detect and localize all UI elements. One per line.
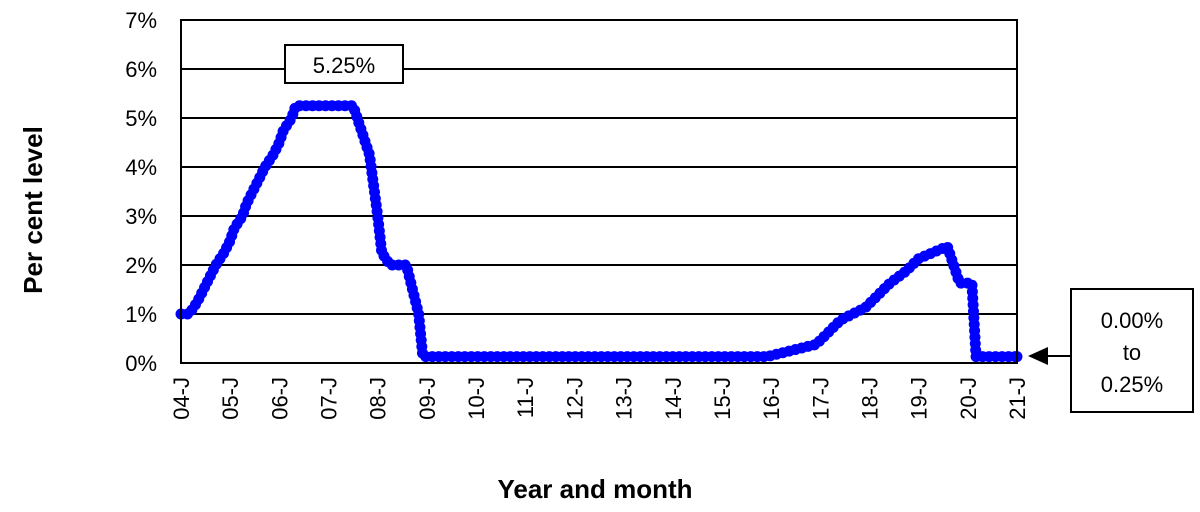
x-tick-label: 19-J [907, 377, 932, 420]
x-tick-label: 09-J [415, 377, 440, 420]
range-annotation-box [1070, 288, 1194, 413]
y-tick-label: 7% [125, 8, 157, 33]
x-tick-label: 18-J [857, 377, 882, 420]
y-tick-label: 3% [125, 204, 157, 229]
y-axis-ticks: 0% 1% 2% 3% 4% 5% 6% 7% [125, 8, 157, 376]
y-tick-label: 2% [125, 253, 157, 278]
range-annotation-line-1: 0.00% [1101, 308, 1163, 333]
x-tick-label: 16-J [759, 377, 784, 420]
y-tick-label: 0% [125, 351, 157, 376]
series-line [181, 104, 1017, 358]
x-tick-label: 14-J [661, 377, 686, 420]
range-annotation: 0.00% to 0.25% [1028, 288, 1194, 413]
peak-annotation-text: 5.25% [313, 53, 375, 78]
range-annotation-line-3: 0.25% [1101, 372, 1163, 397]
y-tick-label: 5% [125, 106, 157, 131]
x-tick-label: 08-J [366, 377, 391, 420]
x-tick-label: 05-J [218, 377, 243, 420]
x-axis-ticks: 04-J 05-J 06-J 07-J 08-J 09-J 10-J 11-J 12-J 13-J… [169, 377, 1030, 420]
x-tick-label: 07-J [317, 377, 342, 420]
x-tick-label: 17-J [808, 377, 833, 420]
x-tick-label: 12-J [562, 377, 587, 420]
y-tick-label: 1% [125, 302, 157, 327]
x-tick-label: 10-J [464, 377, 489, 420]
x-tick-label: 13-J [612, 377, 637, 420]
plot-frame [180, 19, 1018, 364]
peak-annotation: 5.25% [284, 44, 404, 84]
range-annotation-arrow-head [1028, 347, 1048, 365]
y-axis-label: Per cent level [18, 126, 48, 294]
x-axis-label: Year and month [497, 474, 692, 504]
y-tick-label: 6% [125, 57, 157, 82]
x-tick-label: 20-J [956, 377, 981, 420]
x-tick-label: 11-J [513, 377, 538, 418]
x-tick-label: 04-J [169, 377, 194, 420]
x-tick-label: 06-J [267, 377, 292, 420]
x-tick-label: 15-J [710, 377, 735, 420]
peak-annotation-box [284, 44, 404, 84]
series-layer [175, 100, 1023, 363]
y-tick-label: 4% [125, 155, 157, 180]
x-tick-label: 21-J [1005, 377, 1030, 420]
range-annotation-line-2: to [1123, 340, 1141, 365]
